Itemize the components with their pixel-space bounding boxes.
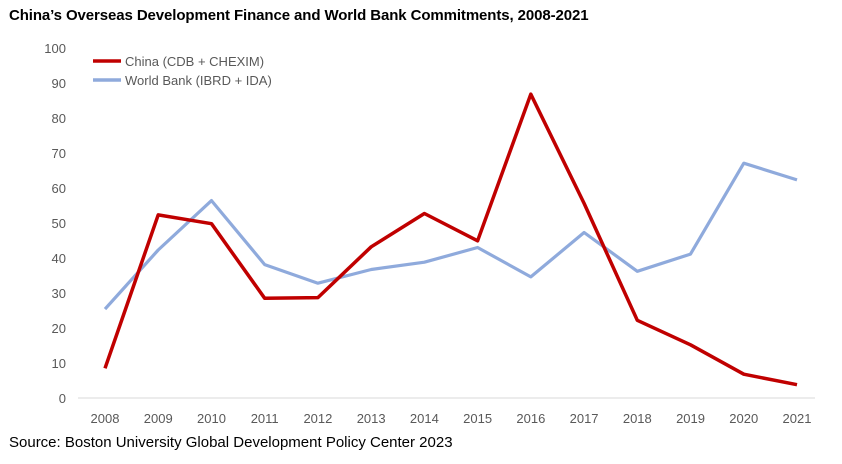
x-tick-label: 2016: [516, 411, 545, 426]
y-tick-label: 30: [52, 286, 66, 301]
x-axis-ticks: 2008 2009 2010 2011 2012 2013 2014 2015 2016 2017…: [91, 411, 812, 426]
y-tick-label: 10: [52, 356, 66, 371]
y-tick-label: 20: [52, 321, 66, 336]
y-tick-label: 40: [52, 251, 66, 266]
y-tick-label: 50: [52, 216, 66, 231]
chart-title: China’s Overseas Development Finance and…: [9, 7, 589, 24]
x-tick-label: 2015: [463, 411, 492, 426]
series-lines: [103, 92, 798, 387]
x-tick-label: 2021: [783, 411, 812, 426]
x-tick-label: 2010: [197, 411, 226, 426]
legend: China (CDB + CHEXIM) World Bank (IBRD + I…: [93, 54, 272, 88]
x-tick-label: 2011: [251, 411, 279, 426]
x-tick-label: 2012: [303, 411, 332, 426]
x-tick-label: 2008: [91, 411, 120, 426]
legend-label: World Bank (IBRD + IDA): [125, 73, 272, 88]
x-tick-label: 2017: [570, 411, 599, 426]
x-tick-label: 2020: [729, 411, 758, 426]
series-line-china: [103, 92, 798, 387]
x-tick-label: 2018: [623, 411, 652, 426]
legend-label: China (CDB + CHEXIM): [125, 54, 264, 69]
y-tick-label: 90: [52, 76, 66, 91]
y-tick-label: 70: [52, 146, 66, 161]
x-tick-label: 2013: [357, 411, 386, 426]
chart-source: Source: Boston University Global Develop…: [9, 434, 453, 451]
series-line-world-bank: [103, 161, 798, 311]
y-tick-label: 60: [52, 181, 66, 196]
x-tick-label: 2019: [676, 411, 705, 426]
y-tick-label: 100: [44, 41, 66, 56]
y-axis-ticks: 0 10 20 30 40 50 60 70 80 90 100: [44, 41, 66, 406]
y-tick-label: 0: [59, 391, 66, 406]
x-tick-label: 2009: [144, 411, 173, 426]
x-tick-label: 2014: [410, 411, 439, 426]
y-tick-label: 80: [52, 111, 66, 126]
